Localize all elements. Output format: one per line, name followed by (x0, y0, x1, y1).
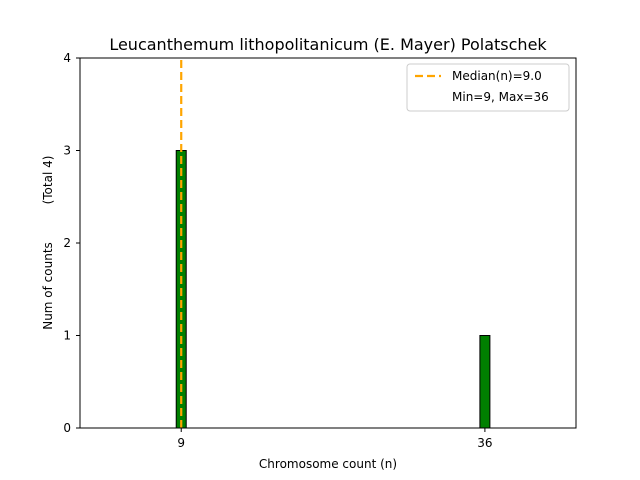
y-axis-total-label: (Total 4) (41, 156, 55, 205)
x-axis-ticks: 9 36 (177, 428, 493, 450)
x-axis-label: Chromosome count (n) (259, 457, 397, 471)
legend-median-label: Median(n)=9.0 (452, 69, 542, 83)
legend-range-label: Min=9, Max=36 (452, 90, 549, 104)
legend: Median(n)=9.0 Min=9, Max=36 (406, 63, 570, 112)
y-tick-label: 4 (63, 51, 71, 65)
y-axis-label: Num of counts (41, 242, 55, 330)
x-tick-label: 36 (477, 436, 492, 450)
x-tick-label: 9 (177, 436, 185, 450)
bar-36 (479, 335, 491, 429)
plot-frame (79, 57, 577, 429)
chart-title: Leucanthemum lithopolitanicum (E. Mayer)… (109, 35, 547, 54)
y-tick-label: 2 (63, 236, 71, 250)
legend-box (406, 63, 570, 112)
y-tick-label: 1 (63, 329, 71, 343)
y-axis-ticks: 0 1 2 3 4 (63, 51, 80, 435)
bar-group (80, 150, 525, 429)
y-tick-label: 0 (63, 421, 71, 435)
y-tick-label: 3 (63, 144, 71, 158)
plot-area: 9 36 0 1 2 3 4 (63, 51, 577, 450)
